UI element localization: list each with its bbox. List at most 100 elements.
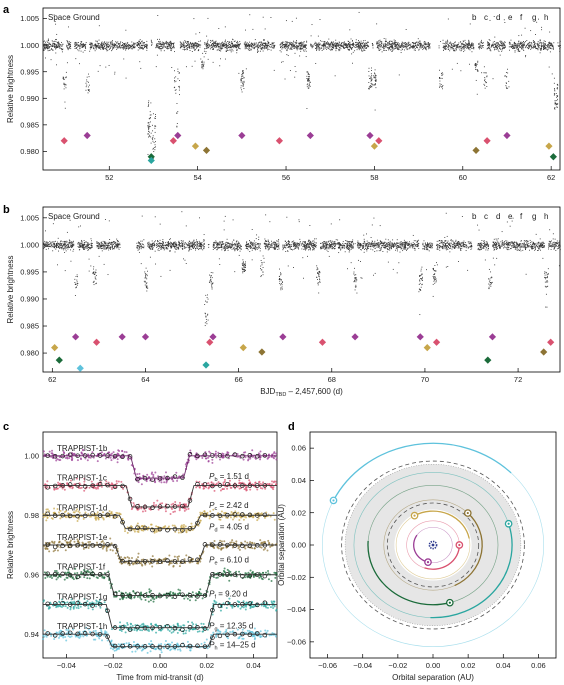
data-point <box>139 48 141 50</box>
data-point <box>257 45 259 47</box>
data-point <box>403 242 405 244</box>
data-point <box>73 240 74 242</box>
data-point <box>191 51 193 52</box>
data-point <box>312 44 314 46</box>
data-point <box>391 46 392 48</box>
data-point <box>526 40 528 41</box>
data-point <box>110 46 112 48</box>
data-point <box>387 261 389 263</box>
data-point <box>106 43 108 45</box>
data-point <box>374 109 376 111</box>
data-point <box>96 40 98 42</box>
data-point <box>429 46 431 48</box>
data-point <box>394 243 395 245</box>
data-point <box>386 44 388 46</box>
data-point <box>183 43 185 45</box>
data-point <box>389 246 391 248</box>
data-point <box>486 47 488 49</box>
data-point <box>465 242 467 244</box>
data-point <box>396 242 398 244</box>
data-point <box>544 45 546 47</box>
data-point <box>319 44 321 46</box>
data-point <box>328 44 330 45</box>
data-point <box>321 50 323 51</box>
data-point <box>178 72 180 74</box>
data-point <box>366 42 368 44</box>
data-point <box>420 47 422 49</box>
data-point <box>53 43 55 45</box>
data-point <box>151 138 153 140</box>
data-point <box>543 46 545 48</box>
data-point <box>464 44 466 46</box>
data-point <box>415 44 417 46</box>
data-point <box>256 234 258 236</box>
data-point <box>360 42 362 44</box>
data-point <box>460 45 462 47</box>
data-point <box>110 50 112 52</box>
data-point <box>413 42 415 44</box>
data-point <box>153 245 155 247</box>
data-point <box>296 40 297 42</box>
data-point <box>380 43 382 45</box>
data-point <box>381 247 383 249</box>
data-point <box>559 245 561 247</box>
data-point <box>485 82 487 84</box>
transit-marker-c <box>375 137 383 145</box>
data-point <box>211 288 213 290</box>
data-point <box>193 18 195 20</box>
data-point <box>402 248 404 250</box>
data-point <box>282 44 284 46</box>
data-point <box>520 250 522 252</box>
data-point <box>328 47 329 49</box>
data-point <box>49 46 50 47</box>
data-point <box>199 45 201 47</box>
data-point <box>471 43 473 45</box>
x-tick-label: 60 <box>459 173 467 182</box>
data-point <box>151 41 153 43</box>
data-point <box>139 45 141 47</box>
data-point <box>442 84 444 86</box>
data-point <box>511 246 513 248</box>
data-point <box>282 244 284 246</box>
data-point <box>540 48 542 50</box>
data-point <box>151 42 153 44</box>
data-point <box>68 44 69 46</box>
data-point <box>389 46 391 48</box>
data-point <box>184 49 185 51</box>
data-point <box>330 223 332 225</box>
data-point <box>351 245 353 247</box>
data-point <box>383 38 385 39</box>
data-point <box>305 56 307 58</box>
data-point <box>515 44 517 46</box>
data-point <box>371 70 372 71</box>
data-point <box>158 46 160 47</box>
data-point <box>82 43 84 45</box>
data-point <box>175 92 177 94</box>
data-point <box>386 245 388 247</box>
data-point <box>315 44 317 46</box>
data-point <box>335 45 337 47</box>
data-point <box>235 46 237 48</box>
data-point <box>551 44 553 46</box>
data-point <box>138 47 139 48</box>
data-point <box>367 46 369 48</box>
data-point <box>514 50 516 52</box>
data-point <box>471 44 472 46</box>
data-point <box>541 26 543 28</box>
data-point <box>206 321 208 323</box>
data-point <box>450 45 452 47</box>
data-point <box>96 44 98 46</box>
data-point <box>317 35 319 37</box>
transit-marker-b <box>83 131 91 140</box>
data-point <box>50 44 51 46</box>
data-point <box>235 47 237 49</box>
data-point <box>162 245 164 247</box>
data-point <box>107 46 109 48</box>
data-point <box>422 49 424 51</box>
data-point <box>342 42 344 44</box>
data-point <box>358 40 359 41</box>
data-point <box>267 44 269 46</box>
data-point <box>273 45 275 47</box>
data-point <box>301 47 303 49</box>
